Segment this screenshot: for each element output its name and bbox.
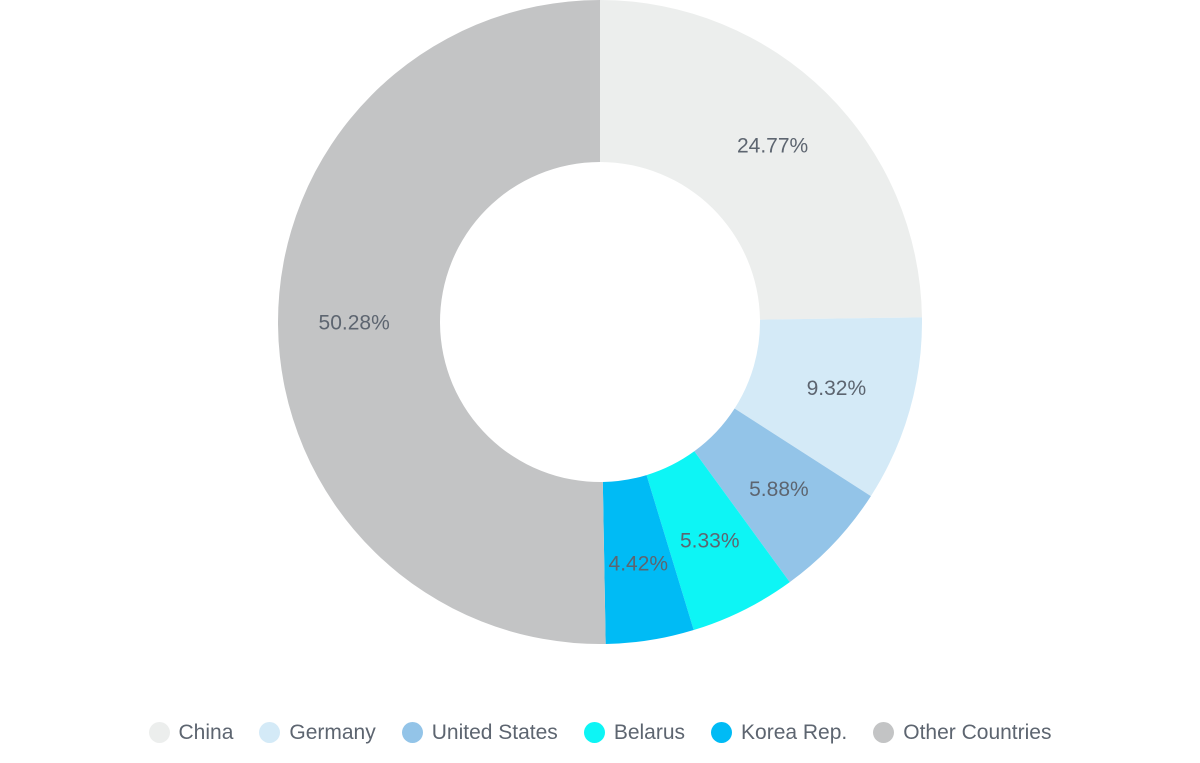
legend-swatch-icon (148, 722, 170, 743)
legend-item-label: Germany (289, 721, 376, 744)
slices-group (278, 0, 922, 644)
legend-item-label: Korea Rep. (741, 721, 848, 744)
legend-item[interactable]: China (148, 721, 234, 744)
legend-item[interactable]: Other Countries (873, 722, 1051, 743)
legend-item-label: Other Countries (903, 721, 1052, 744)
legend-item[interactable]: Germany (259, 721, 376, 744)
legend-item[interactable]: Belarus (583, 721, 686, 744)
donut-slice[interactable] (694, 408, 871, 583)
donut-plot-area: 24.77% 9.32% 5.88% 5.33% 4.42% 50.28% (278, 0, 922, 644)
donut-slice[interactable] (734, 317, 922, 497)
legend-item-label: United States (431, 721, 558, 744)
chart-legend: China Germany United States Belarus Korea Re… (0, 722, 1200, 743)
legend-swatch-icon (873, 722, 895, 743)
legend-swatch-icon (259, 722, 281, 743)
legend-swatch-icon (401, 722, 423, 743)
legend-item[interactable]: United States (401, 721, 558, 744)
legend-swatch-icon (711, 722, 733, 743)
donut-slice[interactable] (646, 451, 790, 631)
legend-item-label: Belarus (613, 721, 686, 744)
donut-slice[interactable] (600, 0, 922, 320)
legend-item-label: China (178, 721, 234, 744)
donut-slice[interactable] (278, 0, 606, 644)
legend-swatch-icon (583, 722, 605, 743)
legend-item[interactable]: Korea Rep. (711, 722, 847, 743)
donut-svg: 24.77%9.32%5.88%5.33%4.42%50.28% (278, 0, 922, 644)
donut-slice[interactable] (602, 475, 694, 644)
